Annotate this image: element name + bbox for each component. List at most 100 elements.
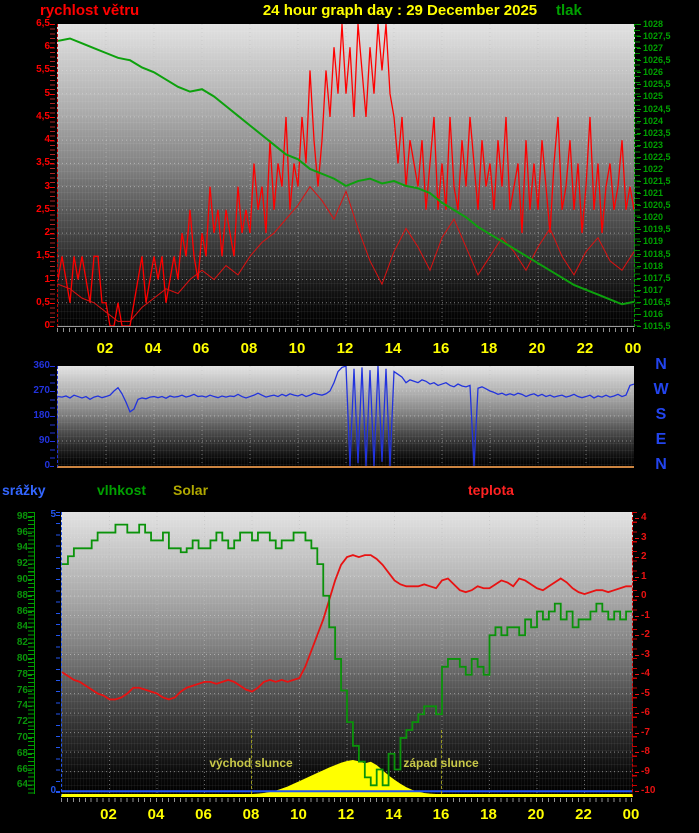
y-tick-label: 1028 [643,19,664,29]
compass-letter: W [653,381,669,398]
y-tick-mark [50,416,54,417]
y-tick-label: 3 [641,531,647,543]
y-tick-mark [637,326,641,327]
y-tick-label: 5 [44,87,50,99]
y-tick-label: 68 [16,747,28,759]
y-tick-label: 78 [16,668,28,680]
y-tick-label: 66 [16,763,28,775]
y-tick-label: 64 [16,779,28,791]
y-tick-mark [28,611,32,613]
y-tick-label: 90 [16,573,28,585]
y-tick-mark [637,253,641,255]
y-tick-label: 1018,5 [643,248,671,259]
series-pressure [58,37,634,306]
y-tick-label: 1017,5 [643,272,671,283]
y-tick-label: 96 [16,526,28,538]
y-tick-label: 5 [50,508,56,520]
sunset-marker [441,730,443,794]
y-tick-label: 1026 [643,67,664,78]
y-tick-mark [28,627,32,629]
y-tick-mark [50,209,54,211]
y-tick-label: 1021,5 [643,176,671,187]
y-tick-label: 1027 [643,43,664,54]
x-tick-label: 14 [384,340,402,357]
y-tick-mark [28,579,32,581]
y-tick-label: 94 [16,542,28,554]
y-tick-label: -9 [641,765,650,777]
x-tick-label: 16 [432,806,450,823]
y-tick-mark [637,181,641,183]
y-tick-mark [50,256,54,258]
y-tick-mark [637,84,641,86]
sunset-label: západ slunce [403,756,479,770]
x-tick-label: 00 [622,806,640,823]
y-tick-mark [637,301,641,303]
y-tick-mark [637,217,641,219]
pressure-title: tlak [556,2,582,19]
temp-axis-minor-ticks [632,512,637,794]
y-tick-label: 3,5 [36,157,50,169]
y-tick-mark [637,277,641,279]
solar-label: Solar [173,482,209,498]
x-tick-label: 08 [240,340,258,357]
y-tick-mark [635,732,639,734]
y-tick-mark [637,313,641,315]
y-tick-label: 0 [44,320,50,331]
x-tick-label: 08 [242,806,260,823]
y-tick-mark [637,205,641,207]
wind-pressure-plot [57,24,635,327]
y-tick-mark [637,132,641,134]
x-tick-label: 06 [192,340,210,357]
y-tick-mark [28,706,32,708]
x-tick-label: 20 [527,806,545,823]
compass-letter: S [655,406,667,423]
y-tick-mark [637,193,641,195]
temperature-label: teplota [468,482,514,498]
wind-direction-plot [57,366,634,468]
y-tick-mark [50,70,54,72]
y-tick-mark [50,186,54,188]
y-tick-label: 2,5 [36,203,50,215]
y-tick-mark [637,36,641,38]
y-tick-label: 88 [16,589,28,601]
y-tick-mark [635,518,639,520]
y-tick-mark [637,72,641,74]
y-tick-label: 1015,5 [643,321,671,331]
top-x-minor-ticks [57,328,634,332]
y-tick-mark [28,769,32,771]
compass-letter: N [655,356,667,373]
y-tick-label: 1 [641,570,647,582]
y-tick-mark [637,120,641,122]
y-tick-label: 1016 [643,308,664,319]
y-tick-label: 1018 [643,260,664,271]
y-tick-label: 0 [50,785,56,797]
x-tick-label: 04 [144,340,162,357]
y-tick-label: -1 [641,609,650,621]
y-tick-mark [28,737,32,739]
y-tick-mark [635,693,639,695]
y-tick-mark [637,144,641,146]
y-tick-label: 82 [16,637,28,649]
sunrise-label: východ slunce [209,756,293,770]
y-tick-mark [50,93,54,95]
y-tick-label: -2 [641,629,650,641]
y-tick-mark [50,391,54,392]
y-tick-mark [635,615,639,617]
y-tick-label: 98 [16,510,28,522]
y-tick-label: 6 [44,41,50,53]
y-tick-mark [28,658,32,660]
x-tick-label: 14 [385,806,402,823]
y-tick-label: 76 [16,684,28,696]
y-tick-label: 80 [16,652,28,664]
y-tick-label: 1017 [643,284,664,295]
compass-letter: N [655,456,667,473]
y-tick-mark [635,791,639,793]
precip-label: srážky [2,482,46,498]
y-tick-mark [28,643,32,645]
x-tick-label: 04 [147,806,165,823]
y-tick-mark [50,116,54,118]
y-tick-label: 5,5 [36,64,50,76]
y-tick-label: 90 [38,435,50,446]
y-tick-mark [50,24,54,25]
y-tick-label: 1027,5 [643,31,671,42]
